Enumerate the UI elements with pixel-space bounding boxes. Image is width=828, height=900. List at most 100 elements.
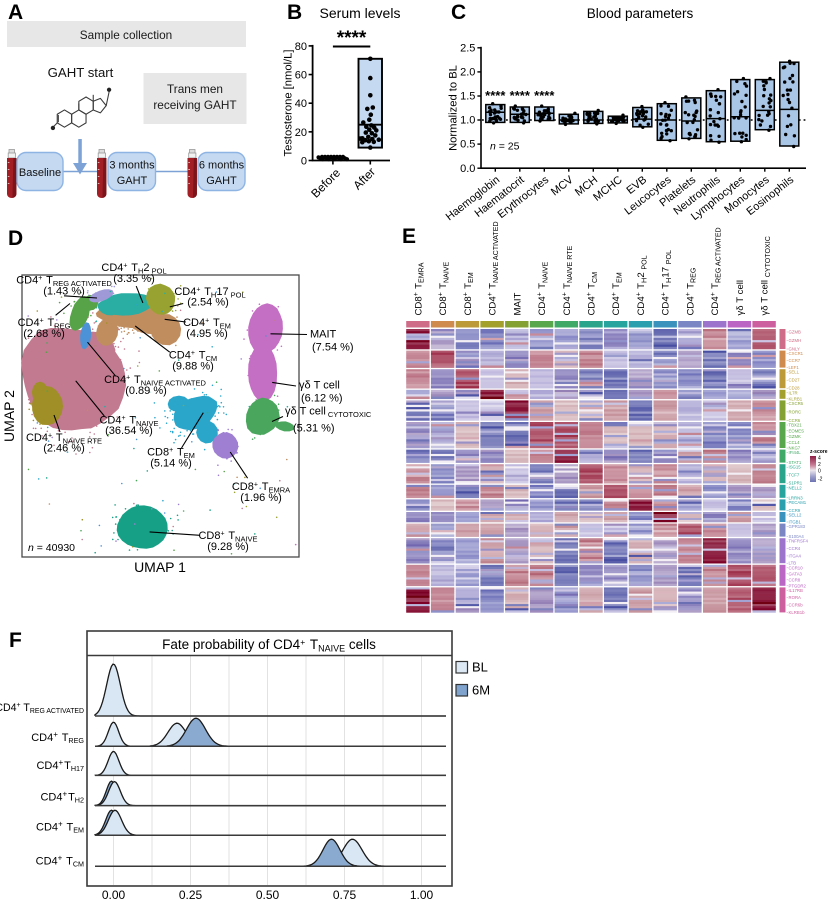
svg-text:0: 0 (301, 156, 307, 168)
svg-text:A: A (8, 1, 23, 24)
svg-text:NKG7: NKG7 (789, 446, 801, 451)
svg-text:CD4+ TEM: CD4+ TEM (183, 317, 231, 330)
svg-text:CCL4: CCL4 (789, 440, 801, 445)
svg-text:CD28: CD28 (789, 386, 801, 391)
svg-text:(9.28 %): (9.28 %) (207, 541, 249, 553)
svg-text:3 months: 3 months (109, 160, 155, 172)
svg-text:CD4+ TNAIVE: CD4+ TNAIVE (99, 415, 158, 428)
svg-text:CCR6b: CCR6b (789, 603, 804, 608)
svg-text:Serum levels: Serum levels (320, 5, 401, 21)
svg-text:(5.14 %): (5.14 %) (150, 458, 192, 470)
svg-text:E: E (402, 225, 416, 248)
svg-text:(5.31 %): (5.31 %) (293, 423, 335, 435)
svg-text:RORC: RORC (789, 409, 802, 414)
svg-text:UMAP 1: UMAP 1 (134, 559, 186, 575)
svg-text:(7.54 %): (7.54 %) (312, 342, 354, 354)
svg-text:CD4+ TH2 POL: CD4+ TH2 POL (101, 262, 166, 275)
svg-text:(36.54 %): (36.54 %) (105, 425, 153, 437)
svg-text:CCR6: CCR6 (789, 418, 801, 423)
svg-text:1.5: 1.5 (460, 91, 475, 103)
svg-text:(0.89 %): (0.89 %) (125, 385, 167, 397)
svg-text:RORA: RORA (789, 595, 802, 600)
svg-text:n = 40930: n = 40930 (28, 542, 75, 554)
svg-text:CCR10: CCR10 (789, 565, 804, 570)
svg-text:S1PR1: S1PR1 (789, 481, 803, 486)
svg-text:CCR8: CCR8 (789, 577, 801, 582)
svg-text:ITGB1: ITGB1 (789, 520, 802, 525)
svg-text:CD4+ TEM: CD4+ TEM (36, 820, 84, 835)
svg-text:2.0: 2.0 (460, 66, 475, 78)
svg-text:PECAM1: PECAM1 (789, 500, 807, 505)
svg-text:GPR183: GPR183 (789, 524, 806, 529)
svg-text:CCR9: CCR9 (789, 508, 801, 513)
svg-text:CD4+ TNAIVE RTE: CD4+ TNAIVE RTE (26, 432, 102, 445)
svg-text:****: **** (510, 88, 531, 103)
svg-text:CCR7: CCR7 (789, 358, 801, 363)
svg-text:F: F (9, 629, 22, 652)
svg-text:GNLY: GNLY (789, 347, 801, 352)
svg-text:60: 60 (295, 70, 307, 82)
svg-text:****: **** (485, 88, 506, 103)
svg-text:GZMK: GZMK (789, 434, 802, 439)
svg-text:(2.46 %): (2.46 %) (43, 442, 85, 454)
svg-text:6M: 6M (472, 683, 490, 698)
svg-text:(3.35 %): (3.35 %) (113, 273, 155, 285)
svg-text:TCF7: TCF7 (789, 473, 800, 478)
svg-text:GATA3: GATA3 (789, 571, 803, 576)
svg-text:IFI44L: IFI44L (789, 450, 802, 455)
svg-text:0: 0 (818, 469, 821, 475)
svg-text:CD4+ TREG ACTIVATED: CD4+ TREG ACTIVATED (0, 702, 84, 715)
svg-text:CD4+ TEM: CD4+ TEM (611, 272, 624, 315)
svg-text:EOMES: EOMES (789, 428, 805, 433)
svg-text:CD27: CD27 (789, 378, 801, 383)
svg-text:KLRB1b: KLRB1b (789, 610, 806, 615)
svg-text:(2.54 %): (2.54 %) (187, 297, 229, 309)
svg-text:2: 2 (818, 462, 821, 468)
svg-text:n = 25: n = 25 (490, 141, 520, 153)
svg-text:(6.12 %): (6.12 %) (301, 392, 343, 404)
svg-text:2.5: 2.5 (460, 42, 475, 54)
svg-text:CD4+ TCM: CD4+ TCM (169, 350, 217, 363)
svg-text:KLRB1: KLRB1 (789, 396, 803, 401)
svg-text:0.75: 0.75 (333, 888, 357, 900)
svg-text:Trans men: Trans men (167, 82, 223, 96)
svg-text:0.25: 0.25 (179, 888, 203, 900)
svg-text:MAIT: MAIT (310, 329, 337, 341)
svg-text:IL17RB: IL17RB (789, 588, 803, 593)
svg-text:CXCR1: CXCR1 (789, 351, 804, 356)
svg-text:GZMB: GZMB (789, 330, 802, 335)
svg-text:CCR4: CCR4 (789, 546, 801, 551)
svg-text:GZMH: GZMH (789, 338, 802, 343)
svg-text:****: **** (534, 88, 555, 103)
svg-text:γδ T cell: γδ T cell (735, 280, 746, 316)
svg-text:1.00: 1.00 (410, 888, 434, 900)
svg-text:80: 80 (295, 41, 307, 53)
svg-text:z-score: z-score (810, 449, 828, 455)
svg-text:CD4+ TH2: CD4+ TH2 (40, 790, 84, 805)
svg-text:(4.95 %): (4.95 %) (186, 328, 228, 340)
svg-text:0.5: 0.5 (460, 139, 475, 151)
svg-text:Baseline: Baseline (19, 167, 61, 179)
svg-text:ISG15: ISG15 (789, 465, 802, 470)
svg-text:****: **** (337, 28, 367, 49)
svg-text:SELL: SELL (789, 370, 800, 375)
svg-text:CD4+ TNAIVE ACTIVATED: CD4+ TNAIVE ACTIVATED (104, 374, 206, 387)
svg-text:0.00: 0.00 (102, 888, 126, 900)
svg-text:receiving GAHT: receiving GAHT (153, 98, 236, 112)
svg-text:Testosterone [nmol/L]: Testosterone [nmol/L] (283, 50, 295, 157)
svg-text:LTB: LTB (789, 561, 797, 566)
svg-text:PTGDR2: PTGDR2 (789, 583, 807, 588)
svg-text:ITGA4: ITGA4 (789, 553, 802, 558)
svg-text:TBX21: TBX21 (789, 423, 803, 428)
svg-text:B: B (287, 1, 302, 24)
svg-text:Blood parameters: Blood parameters (587, 6, 694, 21)
svg-text:LEF1: LEF1 (789, 365, 800, 370)
svg-text:CD4+ TCM: CD4+ TCM (36, 854, 84, 869)
svg-text:TNFRSF4: TNFRSF4 (789, 539, 809, 544)
svg-text:GAHT start: GAHT start (48, 65, 114, 80)
svg-text:(1.43 %): (1.43 %) (43, 286, 85, 298)
svg-text:1.0: 1.0 (460, 115, 475, 127)
svg-text:CD4+ TH17 POL: CD4+ TH17 POL (174, 286, 245, 299)
svg-text:20: 20 (295, 127, 307, 139)
svg-text:4: 4 (818, 456, 821, 462)
